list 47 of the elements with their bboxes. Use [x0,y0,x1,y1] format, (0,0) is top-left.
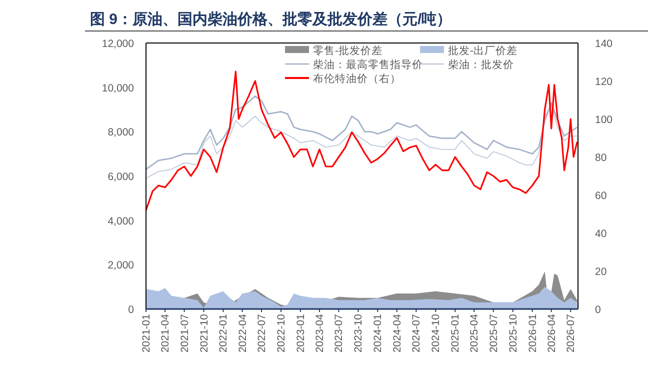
legend-label: 布伦特油价（右） [313,72,401,85]
x-tick-label: 2024-04 [391,314,404,353]
x-tick-label: 2026-04 [546,314,558,353]
x-tick-label: 2021-07 [178,314,191,353]
legend-label: 柴油：批发价 [448,58,514,71]
y-tick-label: 6,000 [108,171,134,183]
chart-title: 图 9：原油、国内柴油价格、批零及批发价差（元/吨） [90,11,452,28]
x-tick-label: 2024-01 [372,314,384,353]
y-tick-label: 10,000 [102,82,134,94]
x-tick-label: 2023-04 [314,314,326,353]
y2-tick-label: 80 [595,152,607,164]
x-tick-label: 2025-07 [488,314,500,353]
legend-label: 柴油：最高零售指导价 [313,58,423,71]
y2-tick-label: 40 [595,228,607,240]
y2-tick-label: 0 [595,304,601,316]
x-tick-label: 2025-01 [450,314,462,353]
y2-tick-label: 60 [595,190,607,202]
legend-label: 零售-批发价差 [313,45,382,57]
y-tick-label: 0 [128,304,134,316]
x-tick-label: 2023-07 [333,314,346,353]
line-series [145,70,578,211]
x-tick-label: 2022-10 [275,314,288,353]
x-tick-label: 2023-10 [352,314,365,353]
x-tick-label: 2022-01 [218,314,230,353]
y2-tick-label: 140 [595,38,613,50]
x-tick-label: 2021-01 [140,314,152,353]
legend-label: 批发-出厂价差 [448,44,518,57]
y-tick-label: 4,000 [108,215,134,228]
y2-tick-label: 100 [595,114,613,126]
y-tick-label: 2,000 [108,260,134,272]
line-series [146,104,578,179]
y-tick-label: 8,000 [108,126,134,139]
y-tick-label: 12,000 [102,38,134,50]
x-tick-label: 2022-07 [256,314,268,353]
x-tick-label: 2023-01 [294,314,307,353]
line-series [145,96,578,170]
x-tick-label: 2026-07 [565,314,578,353]
y2-tick-label: 20 [595,266,607,278]
x-tick-label: 2021-10 [198,314,210,353]
x-tick-label: 2021-04 [160,314,172,353]
x-tick-label: 2022-04 [236,314,249,353]
y2-tick-label: 120 [595,76,613,88]
x-tick-label: 2024-07 [410,314,423,353]
x-tick-label: 2026-01 [526,314,539,353]
x-tick-label: 2025-04 [468,314,481,353]
x-tick-label: 2024-10 [430,314,442,353]
x-tick-label: 2025-10 [507,314,520,353]
